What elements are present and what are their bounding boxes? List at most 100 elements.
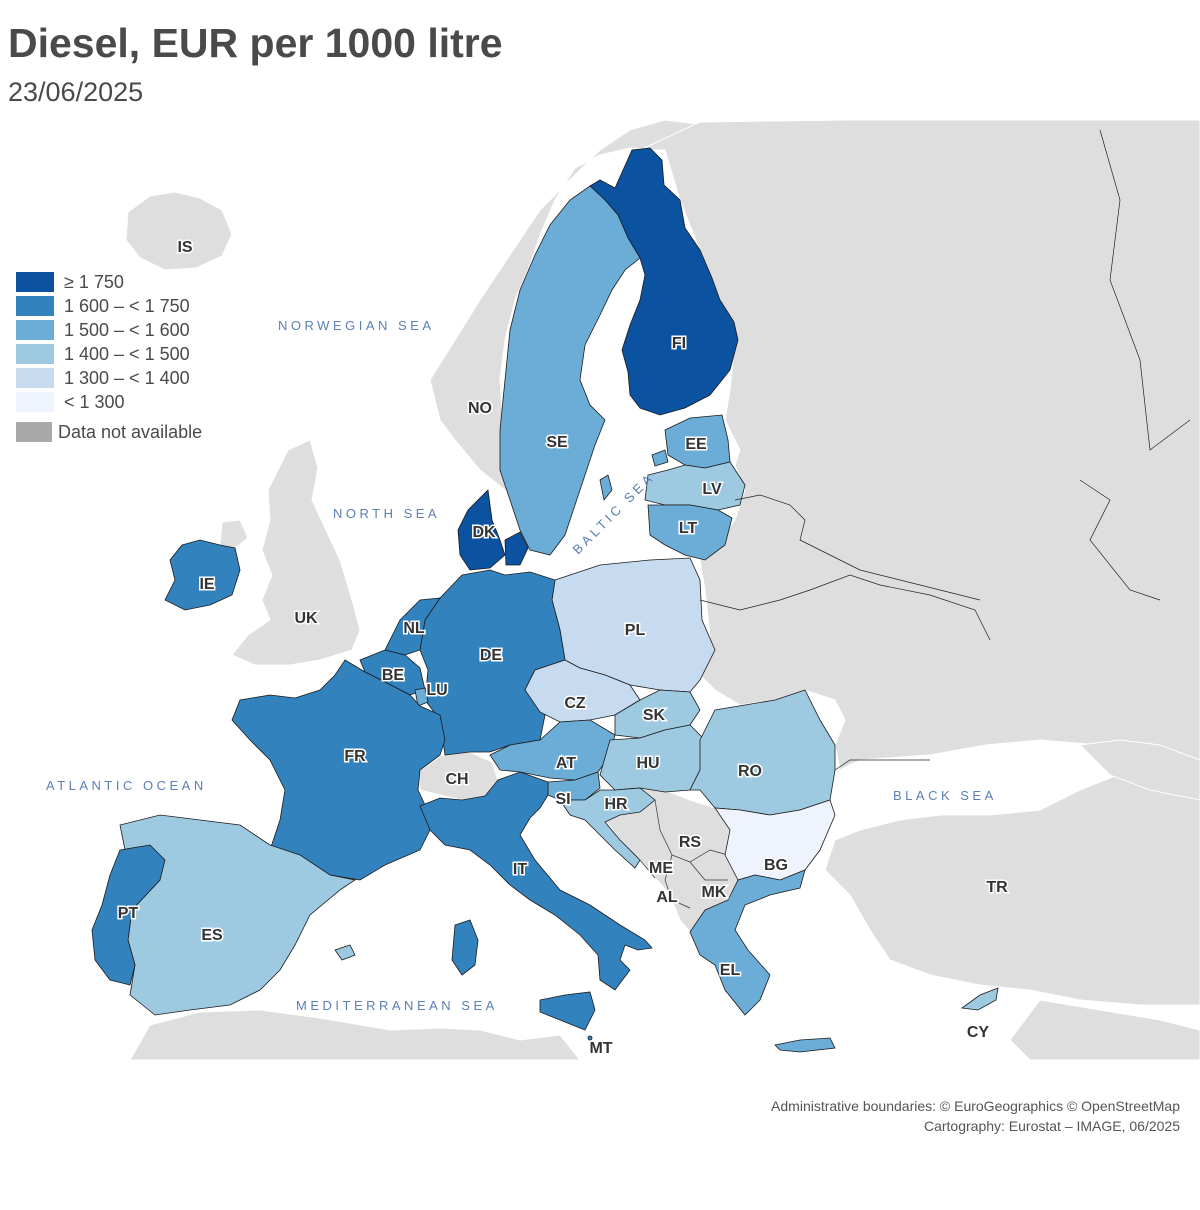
region-eastern-europe (639, 120, 1200, 771)
legend-swatch (16, 320, 54, 340)
country-IE (164, 539, 241, 611)
credits-cartography: Cartography: Eurostat – IMAGE, 06/2025 (923, 1118, 1180, 1134)
country-CZ (524, 659, 641, 723)
map-date: 23/06/2025 (8, 77, 144, 107)
legend-swatch (16, 272, 54, 292)
legend-swatch (16, 368, 54, 388)
label-BG: BG (764, 857, 788, 874)
legend-swatch (16, 392, 54, 412)
country-FR (231, 659, 446, 881)
label-AT: AT (556, 755, 576, 772)
label-IE: IE (199, 576, 214, 593)
map-credits: Administrative boundaries: © EuroGeograp… (771, 1096, 1180, 1136)
legend-label: < 1 300 (64, 391, 125, 412)
country-CY (960, 987, 999, 1011)
region-north-africa (129, 1009, 581, 1060)
legend-label: 1 600 – < 1 750 (64, 295, 190, 316)
label-FI: FI (672, 335, 686, 352)
label-CZ: CZ (564, 695, 586, 712)
country-IS (125, 191, 233, 271)
map-title: Diesel, EUR per 1000 litre (8, 20, 503, 66)
label-CY: CY (967, 1024, 990, 1041)
country-EL-crete (774, 1037, 836, 1053)
label-NO: NO (468, 400, 492, 417)
label-RO: RO (738, 763, 762, 780)
country-ES-balearic (334, 944, 356, 961)
label-HU: HU (636, 755, 659, 772)
label-LU: LU (426, 682, 447, 699)
country-PT (91, 844, 166, 986)
label-SE: SE (546, 434, 568, 451)
country-SE (499, 185, 641, 556)
europe-map: NORWEGIAN SEA NORTH SEA BALTIC SEA ATLAN… (0, 120, 1200, 1060)
label-EL: EL (720, 962, 741, 979)
legend-label: ≥ 1 750 (64, 271, 124, 292)
label-UK: UK (294, 610, 318, 627)
label-HR: HR (604, 796, 628, 813)
label-ME: ME (649, 860, 673, 877)
label-IT: IT (513, 861, 527, 878)
legend-item: 1 500 – < 1 600 (16, 318, 202, 342)
legend-item: 1 300 – < 1 400 (16, 366, 202, 390)
legend-item: 1 400 – < 1 500 (16, 342, 202, 366)
label-LV: LV (702, 481, 722, 498)
label-AL: AL (656, 889, 678, 906)
country-LV (644, 461, 746, 511)
legend-item-na: Data not available (16, 420, 202, 444)
legend-label-na: Data not available (58, 421, 203, 442)
country-MT (587, 1035, 593, 1041)
label-DK: DK (472, 524, 496, 541)
sea-label-atlantic: ATLANTIC OCEAN (46, 778, 207, 793)
label-SI: SI (555, 791, 570, 808)
legend-label: 1 500 – < 1 600 (64, 319, 190, 340)
country-UK (231, 439, 361, 666)
country-LT (647, 504, 733, 561)
label-PT: PT (118, 905, 139, 922)
country-EE-saaremaa (651, 449, 669, 467)
label-MK: MK (702, 884, 727, 901)
legend-swatch (16, 344, 54, 364)
country-SE-gotland (599, 474, 613, 501)
legend-item: < 1 300 (16, 390, 202, 414)
country-UK-NI (219, 519, 249, 549)
country-DK-zealand (504, 531, 529, 566)
label-NL: NL (403, 620, 425, 637)
country-SK (614, 689, 701, 739)
label-EE: EE (685, 436, 707, 453)
legend-swatch (16, 296, 54, 316)
sea-label-mediterranean: MEDITERRANEAN SEA (296, 998, 498, 1013)
label-FR: FR (344, 748, 366, 765)
country-EL (689, 869, 806, 1016)
legend-item: 1 600 – < 1 750 (16, 294, 202, 318)
country-IT (419, 771, 653, 991)
country-SI (547, 771, 601, 801)
country-DK (457, 489, 506, 571)
sea-label-black: BLACK SEA (893, 788, 997, 803)
credits-boundaries: Administrative boundaries: © EuroGeograp… (771, 1098, 1180, 1114)
legend-swatch-na (16, 422, 52, 442)
legend-label: 1 300 – < 1 400 (64, 367, 190, 388)
label-BE: BE (382, 667, 405, 684)
country-TR (824, 769, 1200, 1006)
label-PL: PL (625, 622, 646, 639)
country-IT-sicily (539, 991, 596, 1031)
country-LU (414, 687, 429, 707)
legend-item: ≥ 1 750 (16, 270, 202, 294)
label-CH: CH (445, 771, 468, 788)
label-RS: RS (679, 834, 702, 851)
label-DE: DE (480, 647, 503, 664)
label-TR: TR (986, 879, 1008, 896)
country-HR (559, 787, 656, 869)
sea-label-north: NORTH SEA (333, 506, 440, 521)
label-ES: ES (201, 927, 223, 944)
label-SK: SK (643, 707, 666, 724)
country-IT-sardinia (451, 919, 479, 976)
legend-label: 1 400 – < 1 500 (64, 343, 190, 364)
map-legend: ≥ 1 750 1 600 – < 1 750 1 500 – < 1 600 … (16, 270, 202, 444)
region-east-med (1009, 999, 1200, 1060)
label-IS: IS (177, 239, 192, 256)
region-caucasus (1078, 739, 1200, 801)
sea-label-norwegian: NORWEGIAN SEA (278, 318, 435, 333)
label-MT: MT (589, 1040, 612, 1057)
label-LT: LT (679, 520, 698, 537)
